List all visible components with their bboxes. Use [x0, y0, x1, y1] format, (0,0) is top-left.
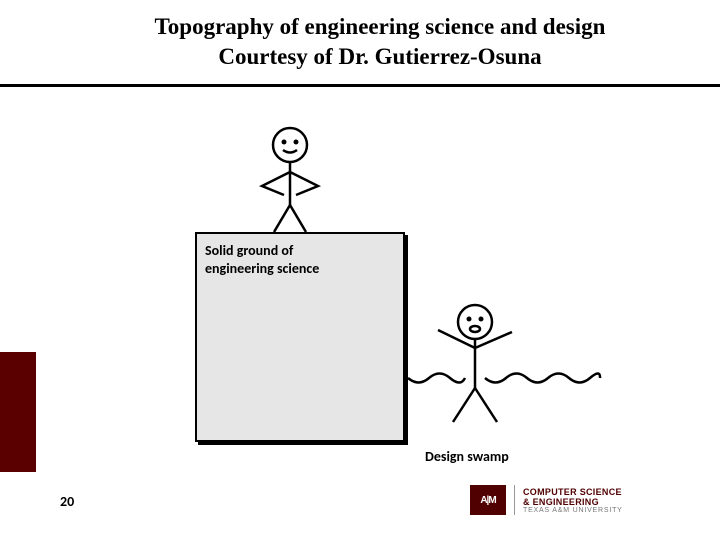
- title-line-2: Courtesy of Dr. Gutierrez-Osuna: [80, 42, 680, 72]
- swamp-label: Design swamp: [425, 448, 509, 465]
- stick-figure-drowning: [0, 90, 720, 470]
- title-divider: [0, 84, 720, 87]
- atm-logo-icon: A|M: [470, 485, 506, 515]
- cse-line-2: & ENGINEERING: [523, 497, 623, 507]
- cse-line-1: COMPUTER SCIENCE: [523, 487, 623, 497]
- page-number: 20: [60, 493, 74, 510]
- logo-divider: [514, 485, 515, 515]
- left-accent-bar: [0, 352, 36, 472]
- diagram-canvas: Solid ground of engineering science Desi…: [0, 90, 720, 470]
- cse-sub: TEXAS A&M UNIVERSITY: [523, 507, 623, 514]
- slide-title: Topography of engineering science and de…: [0, 0, 720, 80]
- cse-logo-text: COMPUTER SCIENCE & ENGINEERING TEXAS A&M…: [523, 487, 623, 514]
- footer-logo: A|M COMPUTER SCIENCE & ENGINEERING TEXAS…: [470, 482, 690, 518]
- title-line-1: Topography of engineering science and de…: [80, 12, 680, 42]
